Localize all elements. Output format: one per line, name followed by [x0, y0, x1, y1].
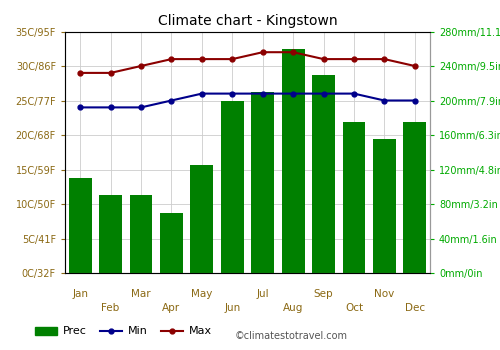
Bar: [69, 178, 92, 273]
Text: Apr: Apr: [162, 303, 180, 313]
Text: Dec: Dec: [404, 303, 425, 313]
Text: Jun: Jun: [224, 303, 240, 313]
Text: Aug: Aug: [283, 303, 304, 313]
Bar: [404, 122, 426, 273]
Text: Oct: Oct: [345, 303, 363, 313]
Bar: [342, 122, 365, 273]
Text: May: May: [191, 289, 212, 299]
Bar: [130, 195, 152, 273]
Text: Feb: Feb: [102, 303, 120, 313]
Text: Jan: Jan: [72, 289, 88, 299]
Bar: [373, 139, 396, 273]
Bar: [190, 165, 214, 273]
Text: Jul: Jul: [256, 289, 269, 299]
Bar: [160, 213, 183, 273]
Title: Climate chart - Kingstown: Climate chart - Kingstown: [158, 14, 338, 28]
Bar: [252, 92, 274, 273]
Text: Sep: Sep: [314, 289, 334, 299]
Legend: Prec, Min, Max: Prec, Min, Max: [30, 322, 216, 341]
Bar: [99, 195, 122, 273]
Text: Mar: Mar: [131, 289, 151, 299]
Bar: [312, 75, 335, 273]
Bar: [282, 49, 304, 273]
Text: Nov: Nov: [374, 289, 394, 299]
Bar: [221, 100, 244, 273]
Text: ©climatestotravel.com: ©climatestotravel.com: [235, 331, 348, 341]
